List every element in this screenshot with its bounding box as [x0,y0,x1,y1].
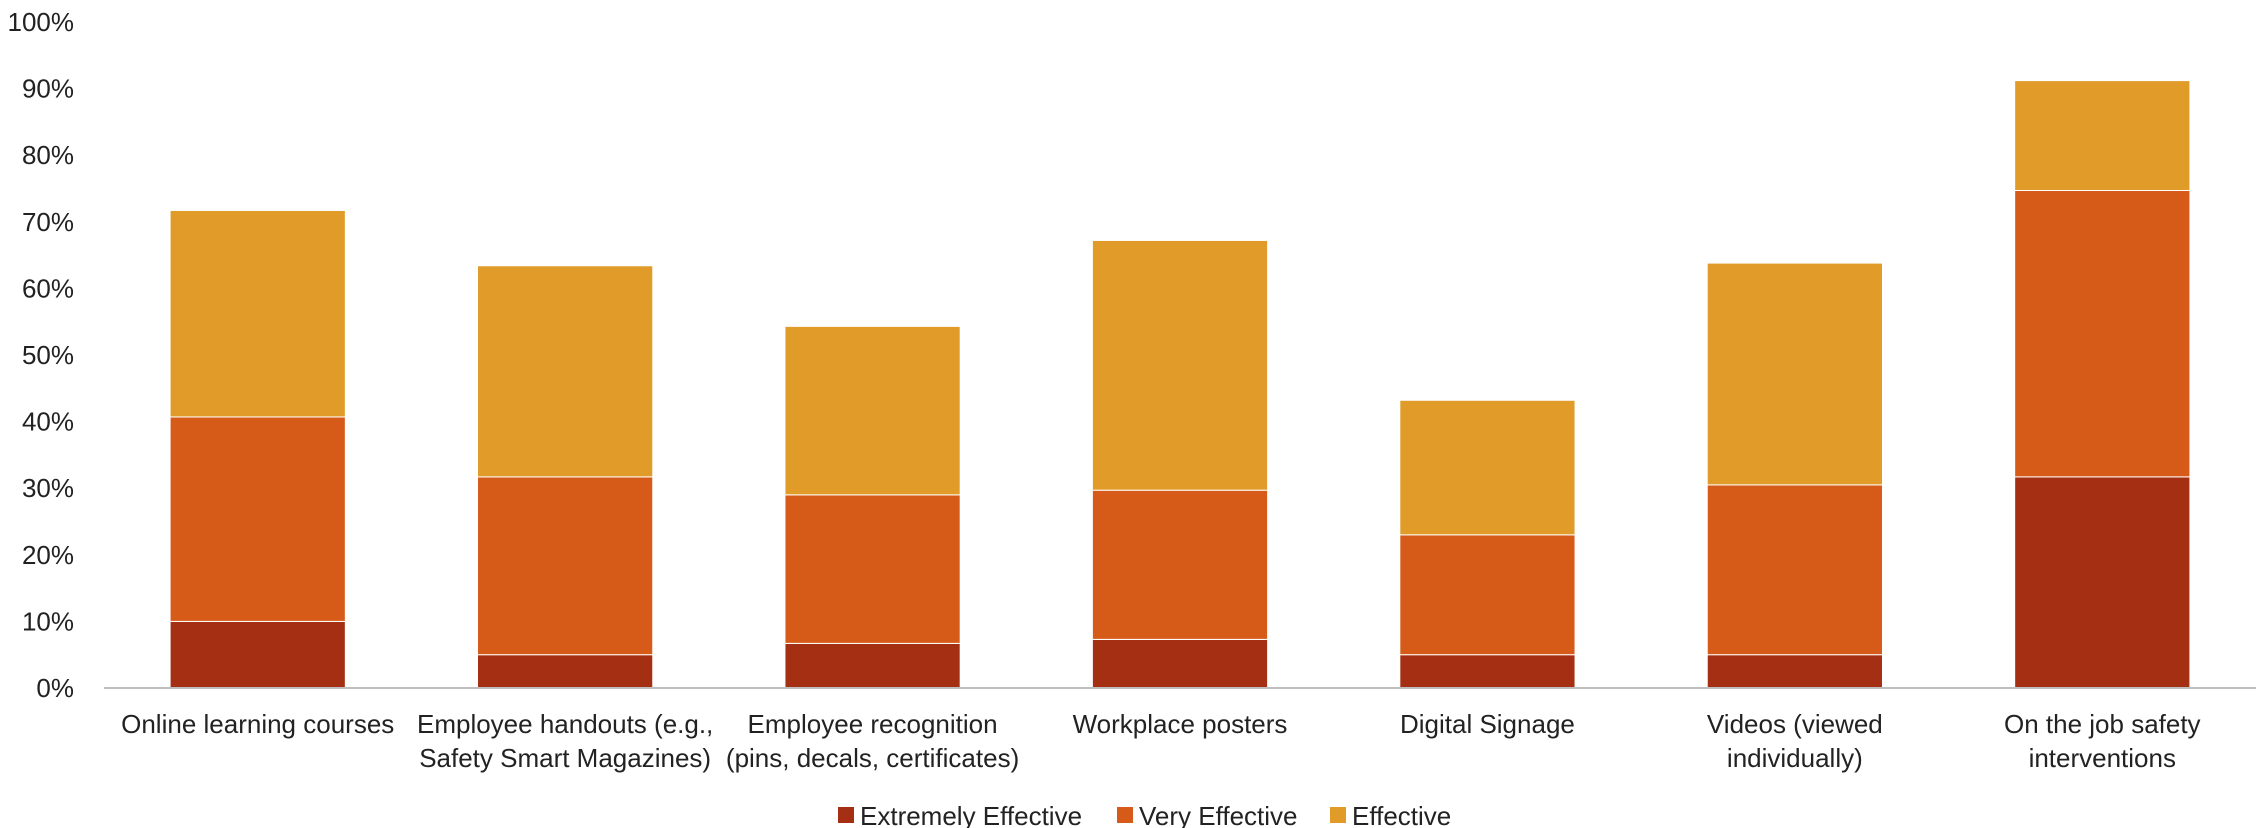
x-category-label-line: interventions [2029,743,2176,773]
x-category-label: Workplace posters [1073,709,1288,739]
x-category-label-line: Online learning courses [121,709,394,739]
bar-segment-effective [477,265,654,478]
legend-swatch [1117,807,1133,823]
bar-segment-effective [784,325,961,496]
x-category-label: Online learning courses [121,709,394,739]
x-category-label: On the job safety interventions [2004,709,2201,773]
y-tick-label: 0% [36,673,74,703]
legend-label: Very Effective [1139,801,1298,828]
y-tick-label: 60% [22,273,74,303]
x-category-label-line: Digital Signage [1400,709,1575,739]
bar-segment-extremely-effective [169,620,346,689]
bar-segment-effective [1706,262,1883,486]
y-axis: 0% 10% 20% 30% 40% 50% 60% 70% 80% 90% 100% [8,7,75,703]
bar-segment-extremely-effective [1091,638,1269,689]
bar-segment-very-effective [784,494,961,644]
y-tick-label: 50% [22,340,74,370]
bar-segment-very-effective [2014,189,2191,478]
bar-segment-effective [2014,80,2191,191]
x-category-label-line: Workplace posters [1073,709,1288,739]
legend-label: Effective [1352,801,1451,828]
y-tick-label: 40% [22,407,74,437]
bar-segment-very-effective [1399,534,1576,656]
legend-swatch [1330,807,1346,823]
bar-segment-very-effective [169,416,346,622]
legend-label: Extremely Effective [860,801,1082,828]
bar-segment-effective [169,209,346,418]
x-category-label: Employee handouts (e.g., Safety Smart Mag… [417,709,713,773]
legend: Extremely Effective Very Effective Effecti… [838,801,1451,828]
y-tick-label: 100% [8,7,75,37]
bar-segment-extremely-effective [1399,654,1576,689]
x-category-label-line: individually) [1727,743,1863,773]
y-tick-label: 20% [22,540,74,570]
y-tick-label: 70% [22,207,74,237]
bar-segment-extremely-effective [2014,476,2191,689]
x-category-label: Employee recognition (pins, decals, certi… [726,709,1019,773]
x-category-label-line: On the job safety [2004,709,2201,739]
bar-segment-very-effective [1706,484,1883,656]
x-category-label-line: Employee handouts (e.g., [417,709,713,739]
x-category-label: Digital Signage [1400,709,1575,739]
legend-swatch [838,807,854,823]
x-category-label-line: Safety Smart Magazines) [419,743,711,773]
y-tick-label: 30% [22,473,74,503]
bar-segment-extremely-effective [1706,654,1883,689]
bar-segment-effective [1091,239,1269,491]
x-category-label-line: Videos (viewed [1707,709,1883,739]
bar-segment-very-effective [477,476,654,656]
bar-segment-very-effective [1091,489,1269,640]
x-category-label-line: (pins, decals, certificates) [726,743,1019,773]
x-axis-labels: Online learning courses Employee handouts… [121,709,2200,773]
y-tick-label: 80% [22,140,74,170]
y-tick-label: 90% [22,74,74,104]
x-category-label-line: Employee recognition [748,709,998,739]
y-tick-label: 10% [22,606,74,636]
bar-segment-effective [1399,399,1576,536]
bar-segment-extremely-effective [477,654,654,689]
bars [169,80,2191,689]
bar-segment-extremely-effective [784,642,961,689]
x-category-label: Videos (viewed individually) [1707,709,1883,773]
